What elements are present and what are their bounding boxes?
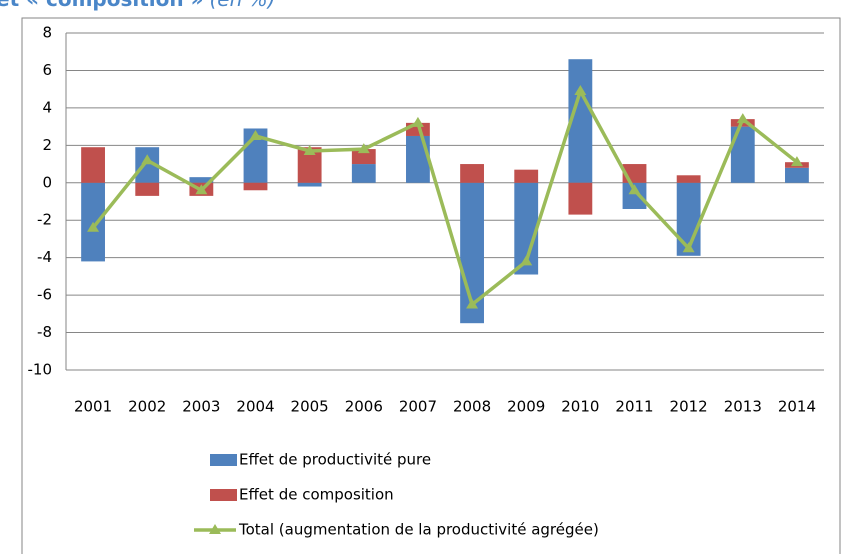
marker	[466, 298, 479, 309]
legend-label: Effet de composition	[239, 486, 394, 504]
marker	[357, 143, 370, 154]
bar	[297, 182, 322, 187]
bar	[460, 164, 484, 183]
x-tick-label: 2014	[778, 398, 816, 416]
x-tick-label: 2004	[236, 398, 274, 416]
bar	[568, 59, 593, 183]
chart-frame	[21, 17, 841, 554]
x-tick-label: 2009	[507, 398, 545, 416]
marker	[249, 129, 262, 140]
bar	[135, 147, 160, 183]
bar	[243, 182, 268, 191]
bar	[622, 182, 647, 209]
bar	[676, 175, 701, 183]
bar	[568, 182, 593, 215]
y-tick-label: -2	[37, 211, 52, 229]
line	[91, 86, 799, 308]
legend-label: Total (augmentation de la productivité a…	[238, 521, 599, 539]
bar	[189, 177, 214, 183]
x-tick-label: 2012	[670, 398, 708, 416]
x-tick-label: 2002	[128, 398, 166, 416]
marker	[574, 85, 587, 96]
y-tick-label: 6	[42, 61, 52, 79]
bar	[406, 135, 430, 183]
y-tick-label: 2	[42, 136, 52, 154]
legend-swatch	[210, 454, 237, 466]
marker	[628, 184, 641, 195]
bar	[514, 182, 539, 275]
marker	[303, 144, 316, 155]
x-tick-label: 2011	[615, 398, 653, 416]
bar	[351, 149, 376, 165]
x-tick-label: 2003	[182, 398, 220, 416]
y-tick-label: 4	[42, 98, 52, 116]
x-tick-label: 2013	[724, 398, 762, 416]
bar	[785, 167, 809, 183]
legend-label: Effet de productivité pure	[239, 451, 431, 469]
bar	[81, 147, 105, 183]
x-tick-label: 2007	[399, 398, 437, 416]
marker	[790, 156, 803, 167]
y-tick-label: -10	[28, 361, 53, 379]
bar	[514, 169, 539, 183]
y-tick-label: -6	[37, 286, 52, 304]
x-tick-label: 2010	[561, 398, 599, 416]
y-tick-label: 0	[42, 173, 52, 191]
marker	[682, 242, 695, 253]
marker	[520, 255, 533, 266]
y-tick-label: -8	[37, 323, 52, 341]
x-tick-label: 2005	[291, 398, 329, 416]
bar	[297, 147, 322, 183]
marker	[87, 221, 100, 232]
bar	[730, 126, 755, 183]
y-tick-label: -4	[37, 248, 52, 266]
marker	[736, 113, 749, 124]
title-main: et « composition »	[0, 0, 204, 11]
title-note: (en %)	[210, 0, 276, 11]
marker	[141, 154, 154, 165]
chart-title: et « composition » (en %)	[0, 0, 275, 11]
y-tick-label: 8	[42, 24, 52, 42]
legend-swatch	[210, 489, 237, 501]
x-tick-label: 2001	[74, 398, 112, 416]
marker	[411, 116, 424, 127]
legend-marker	[209, 524, 221, 534]
bar	[135, 182, 160, 196]
x-tick-label: 2008	[453, 398, 491, 416]
bar	[351, 164, 376, 183]
x-tick-label: 2006	[345, 398, 383, 416]
marker	[195, 184, 208, 195]
